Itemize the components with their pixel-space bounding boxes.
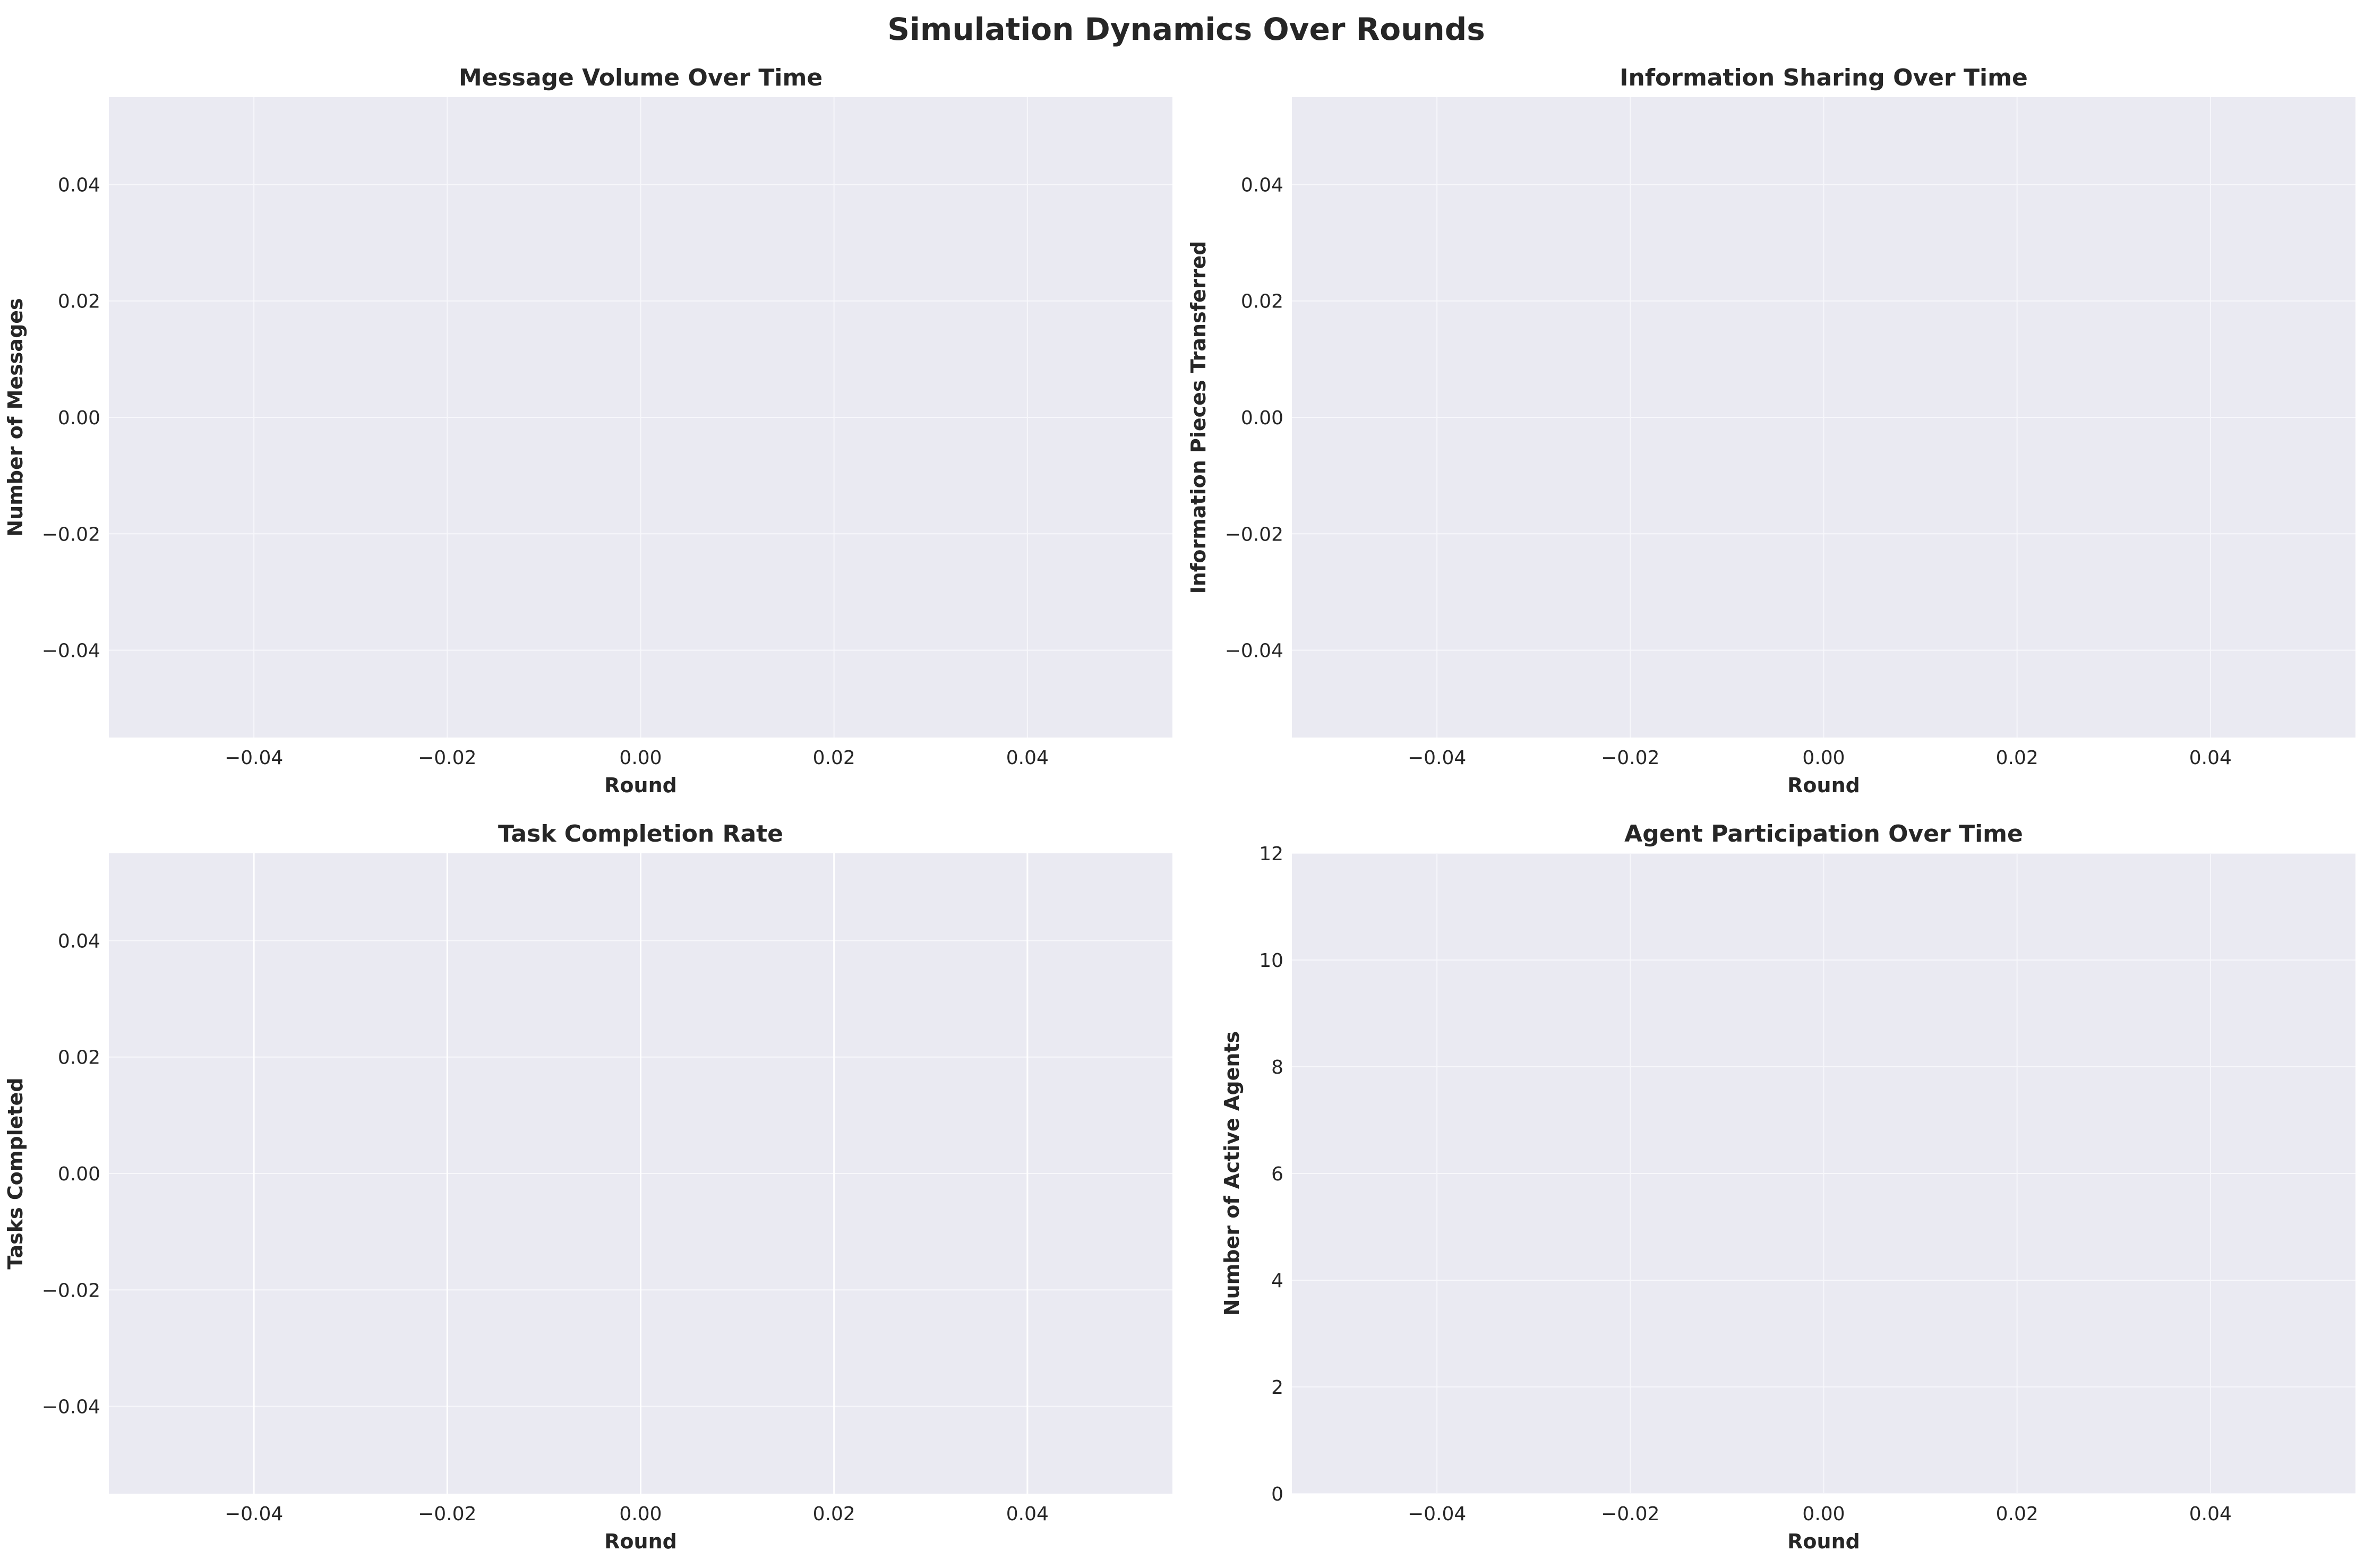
x-tick-label: 0.00 <box>619 1503 662 1525</box>
x-tick-label: −0.04 <box>225 1503 283 1525</box>
x-axis-label: Round <box>604 774 677 797</box>
x-tick-label: 0.00 <box>619 747 662 769</box>
x-tick-label: −0.02 <box>1601 747 1659 769</box>
x-tick-label: −0.02 <box>1601 1503 1659 1525</box>
subplot-title: Message Volume Over Time <box>459 64 823 91</box>
subplot-2: −0.04 −0.02 0.00 0.02 0.04 −0.04 −0.02 0.00 0.02… <box>1187 64 2355 797</box>
y-tick-label: 0.00 <box>58 407 100 429</box>
x-axis-label: Round <box>1787 1530 1860 1553</box>
subplot-title: Task Completion Rate <box>498 820 783 847</box>
y-tick-label: 0.04 <box>58 174 100 196</box>
x-tick-label: 0.02 <box>813 747 855 769</box>
x-axis-label: Round <box>604 1530 677 1553</box>
x-tick-label: −0.04 <box>1408 747 1466 769</box>
y-tick-label: 6 <box>1271 1163 1283 1185</box>
x-tick-label: 0.02 <box>1996 747 2038 769</box>
y-tick-label: 2 <box>1271 1377 1283 1399</box>
subplot-3: −0.04 −0.02 0.00 0.02 0.04 −0.04 −0.02 0.00 0.02… <box>4 820 1172 1553</box>
subplot-title: Information Sharing Over Time <box>1620 64 2028 91</box>
y-tick-label: 4 <box>1271 1270 1283 1292</box>
y-tick-label: 0.04 <box>1241 174 1283 196</box>
x-tick-label: 0.04 <box>2189 747 2232 769</box>
y-tick-label: 0.04 <box>58 930 100 952</box>
x-tick-label: −0.02 <box>418 1503 476 1525</box>
y-tick-label: 0.02 <box>58 291 100 313</box>
y-axis-label: Number of Active Agents <box>1220 1031 1244 1316</box>
x-tick-label: 0.00 <box>1802 747 1845 769</box>
y-tick-label: 0.02 <box>58 1047 100 1069</box>
x-tick-label: 0.04 <box>1006 1503 1049 1525</box>
y-tick-label: −0.02 <box>1225 524 1283 545</box>
y-tick-label: −0.02 <box>42 1280 100 1301</box>
y-tick-label: −0.02 <box>42 524 100 545</box>
y-tick-label: 0.02 <box>1241 291 1283 313</box>
y-axis-label: Information Pieces Transferred <box>1187 241 1210 594</box>
y-tick-label: −0.04 <box>42 640 100 662</box>
x-tick-label: 0.02 <box>813 1503 855 1525</box>
x-tick-label: −0.04 <box>1408 1503 1466 1525</box>
y-tick-label: −0.04 <box>42 1396 100 1418</box>
y-tick-label: 0.00 <box>58 1163 100 1185</box>
x-tick-label: 0.04 <box>2189 1503 2232 1525</box>
x-tick-label: 0.04 <box>1006 747 1049 769</box>
subplot-1: −0.04 −0.02 0.00 0.02 0.04 −0.04 −0.02 0.00 0.02… <box>4 64 1172 797</box>
x-tick-label: −0.02 <box>418 747 476 769</box>
y-axis-label: Number of Messages <box>4 298 27 536</box>
x-tick-label: −0.04 <box>225 747 283 769</box>
subplot-title: Agent Participation Over Time <box>1624 820 2023 847</box>
y-tick-label: 0 <box>1271 1484 1283 1505</box>
x-tick-label: 0.00 <box>1802 1503 1845 1525</box>
y-tick-label: 10 <box>1259 950 1283 972</box>
subplot-4: 0 2 4 6 8 10 12 −0.04 −0.02 0.00 0.02 0.04 Agent Par… <box>1220 820 2355 1553</box>
y-tick-label: 12 <box>1259 843 1283 865</box>
x-tick-label: 0.02 <box>1996 1503 2038 1525</box>
y-tick-label: −0.04 <box>1225 640 1283 662</box>
subplot-grid: −0.04 −0.02 0.00 0.02 0.04 −0.04 −0.02 0.00 0.02… <box>4 64 2355 1553</box>
figure-title: Simulation Dynamics Over Rounds <box>887 11 1485 47</box>
y-tick-label: 8 <box>1271 1057 1283 1078</box>
y-axis-label: Tasks Completed <box>4 1077 27 1269</box>
x-axis-label: Round <box>1787 774 1860 797</box>
y-tick-label: 0.00 <box>1241 407 1283 429</box>
